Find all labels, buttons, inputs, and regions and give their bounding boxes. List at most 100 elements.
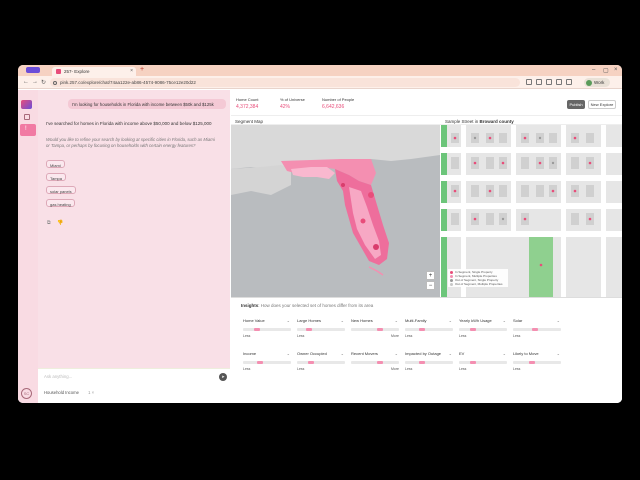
legend-item: Out of Segment, Single Property <box>450 278 506 282</box>
thumbs-down-icon[interactable]: 👎 <box>57 220 64 226</box>
sample-street-header: Sample Street in Broward county <box>441 115 622 125</box>
insight-label: Home Value <box>243 318 265 323</box>
url-text: pink.257.co/explore/chat/74aa122e-ab86-4… <box>60 80 196 86</box>
minimize-icon[interactable]: – <box>592 67 596 73</box>
cast-icon[interactable] <box>546 79 552 85</box>
chat-nav-active[interactable]: ! <box>20 124 36 136</box>
insight-marker <box>308 361 315 364</box>
tab-title: 257- Explore <box>64 69 90 74</box>
chat-input[interactable]: Ask anything... <box>44 374 73 379</box>
tab-groups-button[interactable] <box>26 67 40 73</box>
suggestion-chip[interactable]: Miami <box>46 160 65 168</box>
chevron-down-icon[interactable]: ⌄ <box>556 318 560 323</box>
chat-icon: ! <box>25 126 27 132</box>
chevron-down-icon[interactable]: ⌄ <box>340 351 344 356</box>
bookmark-icon[interactable] <box>536 79 542 85</box>
history-icon[interactable] <box>24 114 30 120</box>
zoom-in-button[interactable]: + <box>426 271 435 280</box>
legend-item: In Segment, Multiple Properties <box>450 274 506 278</box>
insight-high-label: More <box>391 334 399 338</box>
chat-panel: I'm looking for households in Florida wi… <box>38 90 230 403</box>
insight-label: EV <box>459 351 465 356</box>
chevron-down-icon[interactable]: ⌄ <box>502 318 506 323</box>
insight-label: Impacted by Outage <box>405 351 442 356</box>
insight-label: Recent Movers <box>351 351 378 356</box>
insight-card[interactable]: Owner Occupied ⌄ Less <box>297 351 345 371</box>
tab-strip: 257- Explore × + – ▢ × <box>18 65 622 76</box>
insight-card[interactable]: Likely to Move ⌄ Less <box>513 351 561 371</box>
insight-card[interactable]: Multi-Family ⌄ Less <box>405 318 453 338</box>
suggestion-chip[interactable]: Tampa <box>46 173 67 181</box>
forward-icon[interactable]: → <box>32 79 38 85</box>
app-logo[interactable] <box>21 100 32 109</box>
filter-label: Household Income <box>44 390 79 395</box>
insight-marker <box>470 328 477 331</box>
insight-card[interactable]: Large Homes ⌄ Less <box>297 318 345 338</box>
insight-card[interactable]: EV ⌄ Less <box>459 351 507 371</box>
insight-card[interactable]: Recent Movers ⌄ More <box>351 351 399 371</box>
chevron-down-icon[interactable]: ⌄ <box>502 351 506 356</box>
app: ! SC I'm looking for households in Flori… <box>18 90 622 403</box>
send-icon[interactable]: ➤ <box>219 373 227 381</box>
insight-bar <box>243 361 291 364</box>
legend-dot <box>450 270 453 274</box>
remove-filter-icon[interactable]: × <box>91 390 95 395</box>
chevron-down-icon[interactable]: ⌄ <box>394 318 398 323</box>
extension-icon[interactable] <box>526 79 532 85</box>
insight-marker <box>376 361 383 364</box>
insight-bar <box>405 361 453 364</box>
chevron-down-icon[interactable]: ⌄ <box>448 351 452 356</box>
copy-icon[interactable]: ⧉ <box>47 220 51 226</box>
segment-map[interactable]: + − <box>231 125 440 297</box>
segment-map-title: Segment Map <box>235 119 264 124</box>
chevron-down-icon[interactable]: ⌄ <box>340 318 344 323</box>
user-message: I'm looking for households in Florida wi… <box>68 99 226 109</box>
chevron-down-icon[interactable]: ⌄ <box>286 318 290 323</box>
address-bar-row: ← → ↻ pink.257.co/explore/chat/74aa122e-… <box>18 76 622 89</box>
insight-card[interactable]: Income ⌄ Less <box>243 351 291 371</box>
zoom-out-button[interactable]: − <box>426 281 435 290</box>
chevron-down-icon[interactable]: ⌄ <box>394 351 398 356</box>
code-icon[interactable] <box>556 79 562 85</box>
insight-card[interactable]: New Homes ⌄ More <box>351 318 399 338</box>
close-tab-icon[interactable]: × <box>130 68 133 74</box>
stat-universe: % of Universe 42% <box>280 97 305 110</box>
main-panel: Home Count 4,372,384 % of Universe 42% N… <box>231 90 622 403</box>
insight-card[interactable]: Home Value ⌄ Less <box>243 318 291 338</box>
reload-icon[interactable]: ↻ <box>41 80 47 86</box>
stat-label: Home Count <box>236 97 259 102</box>
stat-value: 6,642,636 <box>322 104 345 110</box>
chevron-down-icon[interactable]: ⌄ <box>448 318 452 323</box>
insight-card[interactable]: Solar ⌄ Less <box>513 318 561 338</box>
insight-card[interactable]: Yearly kWh Usage ⌄ Less <box>459 318 507 338</box>
new-tab-icon[interactable]: + <box>140 66 145 73</box>
insight-low-label: Less <box>459 367 467 371</box>
back-icon[interactable]: ← <box>23 79 29 85</box>
sidepanel-icon[interactable] <box>566 79 572 85</box>
profile-button[interactable]: Work <box>584 78 610 87</box>
chat-input-area: Ask anything... ➤ Household Income 1 × <box>38 368 230 403</box>
site-info-icon[interactable] <box>53 80 57 85</box>
new-explore-button[interactable]: New Explore <box>588 100 616 109</box>
insight-card[interactable]: Impacted by Outage ⌄ Less <box>405 351 453 371</box>
insight-bar <box>297 328 345 331</box>
insight-low-label: Less <box>513 334 521 338</box>
chevron-down-icon[interactable]: ⌄ <box>556 351 560 356</box>
url-field[interactable]: pink.257.co/explore/chat/74aa122e-ab86-4… <box>50 78 520 87</box>
segment-map-header: Segment Map <box>231 115 441 125</box>
publish-button[interactable]: Publish <box>567 100 585 109</box>
stat-label: % of Universe <box>280 97 305 102</box>
legend-item: Out of Segment, Multiple Properties <box>450 282 506 286</box>
user-avatar[interactable]: SC <box>21 388 32 399</box>
chevron-down-icon[interactable]: ⌄ <box>286 351 290 356</box>
stat-home-count: Home Count 4,372,384 <box>236 97 258 110</box>
maximize-icon[interactable]: ▢ <box>603 68 609 74</box>
insight-label: Income <box>243 351 257 356</box>
close-window-icon[interactable]: × <box>614 67 618 73</box>
filter-chip[interactable]: Household Income 1 × <box>44 390 94 395</box>
suggestion-chip[interactable]: gas heating <box>46 199 75 207</box>
sample-street-map[interactable]: In Segment, Single Property In Segment, … <box>441 125 622 297</box>
tab-active[interactable]: 257- Explore × <box>52 67 136 76</box>
suggestion-chip[interactable]: solar panels <box>46 186 76 194</box>
insight-low-label: Less <box>405 367 413 371</box>
